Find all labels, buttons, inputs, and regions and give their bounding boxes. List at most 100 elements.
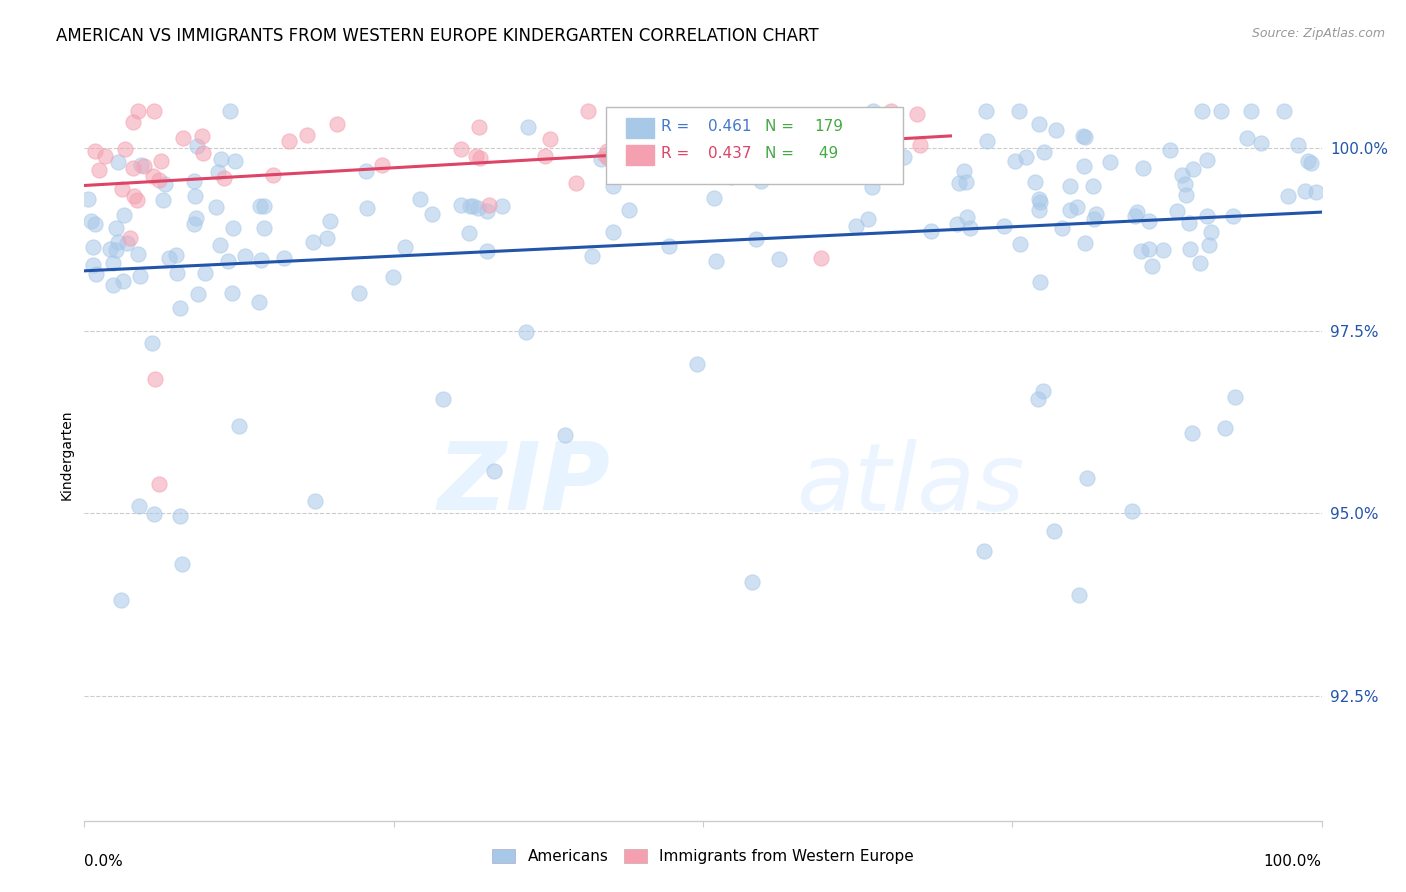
Point — [607, 141, 630, 155]
Point — [150, 154, 173, 169]
Point — [127, 193, 149, 207]
Point — [221, 285, 243, 300]
Point — [717, 125, 740, 139]
Point — [82, 258, 104, 272]
Point — [565, 176, 588, 190]
Point — [1142, 259, 1164, 273]
Point — [153, 177, 176, 191]
Point — [212, 170, 235, 185]
Text: N =: N = — [765, 146, 794, 161]
Point — [1121, 504, 1143, 518]
Point — [170, 557, 193, 571]
Point — [534, 149, 557, 163]
Point — [142, 169, 165, 183]
Point — [253, 220, 276, 235]
Point — [658, 239, 681, 253]
Point — [491, 199, 513, 213]
Point — [122, 161, 145, 176]
Point — [1059, 202, 1081, 217]
Point — [1050, 221, 1073, 235]
Point — [1004, 153, 1026, 168]
Point — [1277, 189, 1299, 203]
Point — [1076, 470, 1098, 484]
Point — [1032, 145, 1054, 160]
Point — [576, 104, 599, 119]
Point — [127, 247, 149, 261]
Point — [1132, 161, 1154, 175]
Legend: Americans, Immigrants from Western Europe: Americans, Immigrants from Western Europ… — [492, 849, 914, 864]
Point — [80, 214, 103, 228]
Point — [643, 164, 665, 178]
Point — [602, 225, 624, 239]
Point — [920, 224, 942, 238]
Point — [617, 202, 640, 217]
Point — [93, 149, 115, 163]
Point — [905, 107, 928, 121]
Point — [233, 249, 256, 263]
Text: 0.0%: 0.0% — [84, 854, 124, 869]
Point — [589, 152, 612, 166]
Point — [107, 235, 129, 250]
Point — [77, 192, 100, 206]
Point — [741, 574, 763, 589]
Point — [478, 198, 501, 212]
Point — [1209, 104, 1232, 119]
Point — [84, 218, 107, 232]
Point — [356, 163, 378, 178]
Text: ZIP: ZIP — [437, 438, 610, 530]
Point — [1074, 235, 1097, 250]
Point — [118, 230, 141, 244]
Point — [103, 256, 125, 270]
Point — [745, 232, 768, 246]
Point — [304, 494, 326, 508]
Point — [1223, 390, 1246, 404]
Point — [249, 252, 271, 267]
Point — [1028, 202, 1050, 217]
Point — [129, 269, 152, 284]
Point — [115, 236, 138, 251]
Point — [993, 219, 1015, 233]
Point — [1008, 236, 1031, 251]
Point — [1286, 138, 1309, 153]
Point — [749, 174, 772, 188]
Point — [409, 192, 432, 206]
Point — [1085, 207, 1108, 221]
Point — [1171, 168, 1194, 182]
Point — [1166, 203, 1188, 218]
Point — [326, 117, 349, 131]
Point — [703, 191, 725, 205]
Point — [169, 508, 191, 523]
Text: 0.437: 0.437 — [709, 146, 751, 161]
Point — [273, 252, 295, 266]
Point — [1137, 243, 1160, 257]
Text: R =: R = — [661, 146, 689, 161]
Point — [148, 173, 170, 187]
Point — [112, 274, 135, 288]
Point — [956, 210, 979, 224]
Point — [554, 427, 576, 442]
Point — [1028, 117, 1050, 131]
Point — [468, 151, 491, 165]
Point — [191, 128, 214, 143]
Point — [157, 252, 180, 266]
Point — [347, 285, 370, 300]
Point — [1201, 225, 1223, 239]
Point — [880, 104, 903, 119]
Point — [394, 240, 416, 254]
Point — [1236, 130, 1258, 145]
Point — [1191, 104, 1213, 119]
Point — [685, 147, 707, 161]
Point — [976, 104, 998, 119]
Point — [122, 189, 145, 203]
Text: AMERICAN VS IMMIGRANTS FROM WESTERN EUROPE KINDERGARTEN CORRELATION CHART: AMERICAN VS IMMIGRANTS FROM WESTERN EURO… — [56, 27, 818, 45]
Point — [540, 132, 562, 146]
Point — [121, 114, 143, 128]
Point — [420, 207, 443, 221]
Text: atlas: atlas — [796, 439, 1024, 530]
Point — [114, 142, 136, 156]
Point — [973, 544, 995, 558]
Point — [1126, 205, 1149, 219]
Point — [458, 226, 481, 240]
Point — [856, 211, 879, 226]
Point — [1152, 244, 1174, 258]
